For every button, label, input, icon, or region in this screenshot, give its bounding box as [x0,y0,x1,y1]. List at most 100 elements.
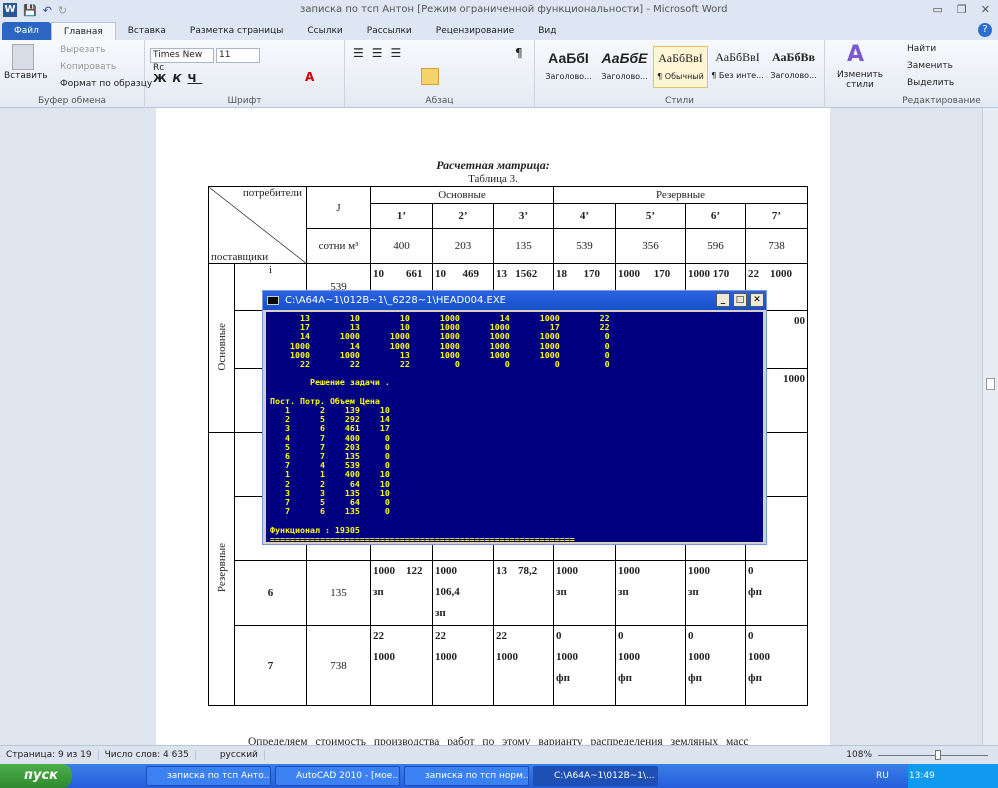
find-button[interactable]: Найти [907,44,937,54]
language-indicator[interactable]: русский [196,750,265,760]
font-format-buttons[interactable]: ЖКЧ [153,72,203,85]
tab-home[interactable]: Главная [50,22,116,40]
font-name-select[interactable]: Times New Rc [150,48,214,73]
word-logo-icon: W [3,3,17,17]
font-group-label: Шрифт [227,96,262,106]
style-no-spacing[interactable]: АаБбВвІ ¶ Без инте... [711,50,764,80]
supplier-label: 6 [234,560,307,626]
supply-cell: 135 [306,560,371,626]
cost-cell: 13 1562 [493,263,554,311]
zoom-level[interactable]: 108% [846,750,872,760]
tab-file[interactable]: Файл [2,22,51,40]
close-button[interactable]: ✕ [980,3,990,16]
format-painter-button[interactable]: Формат по образцу [60,79,153,89]
console-output: 13 10 10 1000 14 1000 22 17 13 10 1000 1… [266,312,763,542]
tab-page-layout[interactable]: Разметка страницы [189,26,284,36]
window-title: записка по тсп Антон [Режим ограниченной… [300,4,728,15]
save-icon[interactable]: 💾 [23,3,37,17]
table-label: Таблица 3. [468,173,518,185]
consumer-header: 2’ [432,203,494,229]
cost-cell: 1000 зп [685,560,746,626]
tab-insert[interactable]: Вставка [127,26,166,36]
group-main-header: Основные [370,186,554,204]
cost-cell: 22 1000 [370,625,433,706]
scroll-thumb[interactable] [986,378,995,390]
cost-cell: 0 1000 фп [553,625,616,706]
clipboard-group: Вставить Вырезать Копировать Формат по о… [0,40,152,108]
cost-cell: 22 1000 [493,625,554,706]
ribbon: Вставить Вырезать Копировать Формат по о… [0,40,998,108]
demand-cell: 738 [745,228,808,264]
system-tray: RU 13:49 [876,764,998,788]
units-cell: сотни м³ [306,228,371,264]
demand-row: сотни м³ 400 203 135 539 356 596 738 [209,228,808,264]
tab-mailings[interactable]: Рассылки [366,26,412,36]
clipboard-group-label: Буфер обмена [37,96,107,106]
cut-button[interactable]: Вырезать [60,45,106,55]
font-size-select[interactable]: 11 [216,48,260,63]
paste-button[interactable]: Вставить [4,71,48,81]
word-count[interactable]: Число слов: 4 635 [99,750,196,760]
task-console[interactable]: C:\A64A~1\012B~1\... [533,766,658,786]
help-icon[interactable]: ? [978,23,992,37]
console-window[interactable]: C:\A64A~1\012B~1\_6228~1\HEAD004.EXE _ □… [262,290,767,545]
justify-icon[interactable] [421,68,439,85]
undo-icon[interactable]: ↶ [42,3,52,17]
consumer-header: 3’ [493,203,554,229]
task-autocad[interactable]: AutoCAD 2010 - [мое... [275,766,400,786]
consumer-header: 5’ [615,203,686,229]
page-counter[interactable]: Страница: 9 из 19 [0,750,99,760]
consumer-header: 4’ [553,203,616,229]
list-icons[interactable]: ☰☰☰ [353,46,410,60]
vertical-scrollbar[interactable] [982,108,998,745]
redo-icon[interactable]: ↻ [57,3,68,17]
title-bar: W 💾 ↶ ↻ записка по тсп Антон [Режим огра… [0,0,998,20]
zoom-slider[interactable] [878,749,988,760]
console-icon [267,296,279,305]
style-normal[interactable]: АаБбВвІ ¶ Обычный [653,46,708,88]
group-reserve-header: Резервные [553,186,808,204]
replace-button[interactable]: Заменить [907,61,953,71]
cost-cell: 0 1000 фп [745,625,808,706]
console-maximize-button[interactable]: □ [733,293,747,307]
zoom-slider-thumb[interactable] [935,749,942,760]
restore-button[interactable]: ❐ [956,3,967,16]
style-heading2[interactable]: АаБбЕ Заголово... [601,50,648,81]
demand-cell: 203 [432,228,494,264]
copy-button[interactable]: Копировать [60,62,117,72]
console-close-button[interactable]: ✕ [750,293,764,307]
demand-cell: 539 [553,228,616,264]
font-color-icon[interactable]: A [305,70,315,84]
style-heading1[interactable]: АаБбІ Заголово... [545,50,592,81]
paste-icon[interactable] [12,44,34,70]
pilcrow-icon[interactable]: ¶ [515,46,523,60]
cost-cell: 1000 зп [615,560,686,626]
consumer-row: 1’ 2’ 3’ 4’ 5’ 6’ 7’ [209,203,808,229]
table-caption: Расчетная матрица: [436,158,550,172]
start-button[interactable]: пуск [0,764,72,788]
paragraph-group-label: Абзац [425,96,454,106]
cost-cell: 0 фп [745,560,808,626]
tab-review[interactable]: Рецензирование [435,26,515,36]
console-title-bar[interactable]: C:\A64A~1\012B~1\_6228~1\HEAD004.EXE _ □… [263,291,766,310]
consumer-header: 6’ [685,203,746,229]
task-word-1[interactable]: записка по тсп Анто... [146,766,271,786]
consumer-header: 1’ [370,203,433,229]
language-bar[interactable]: RU [876,771,889,781]
supply-cell: 738 [306,625,371,706]
taskbar: пуск записка по тсп Анто... AutoCAD 2010… [0,764,998,788]
style-heading3[interactable]: АаБбВв Заголово... [770,50,817,80]
change-styles-button[interactable]: Изменить стили [836,70,884,90]
styles-group-label: Стили [665,96,694,106]
cost-cell: 1000 122 зп [370,560,433,626]
task-word-2[interactable]: записка по тсп норм... [404,766,529,786]
minimize-button[interactable]: ▭ [932,3,943,16]
status-bar: Страница: 9 из 19 Число слов: 4 635 русс… [0,745,998,764]
cost-cell: 0 1000 фп [615,625,686,706]
select-button[interactable]: Выделить [907,78,955,88]
editing-group-label: Редактирование [902,96,981,106]
font-group: Times New Rc 11 ЖКЧ A Шрифт [145,40,345,108]
console-minimize-button[interactable]: _ [716,293,730,307]
tab-view[interactable]: Вид [538,26,557,36]
tab-references[interactable]: Ссылки [307,26,343,36]
